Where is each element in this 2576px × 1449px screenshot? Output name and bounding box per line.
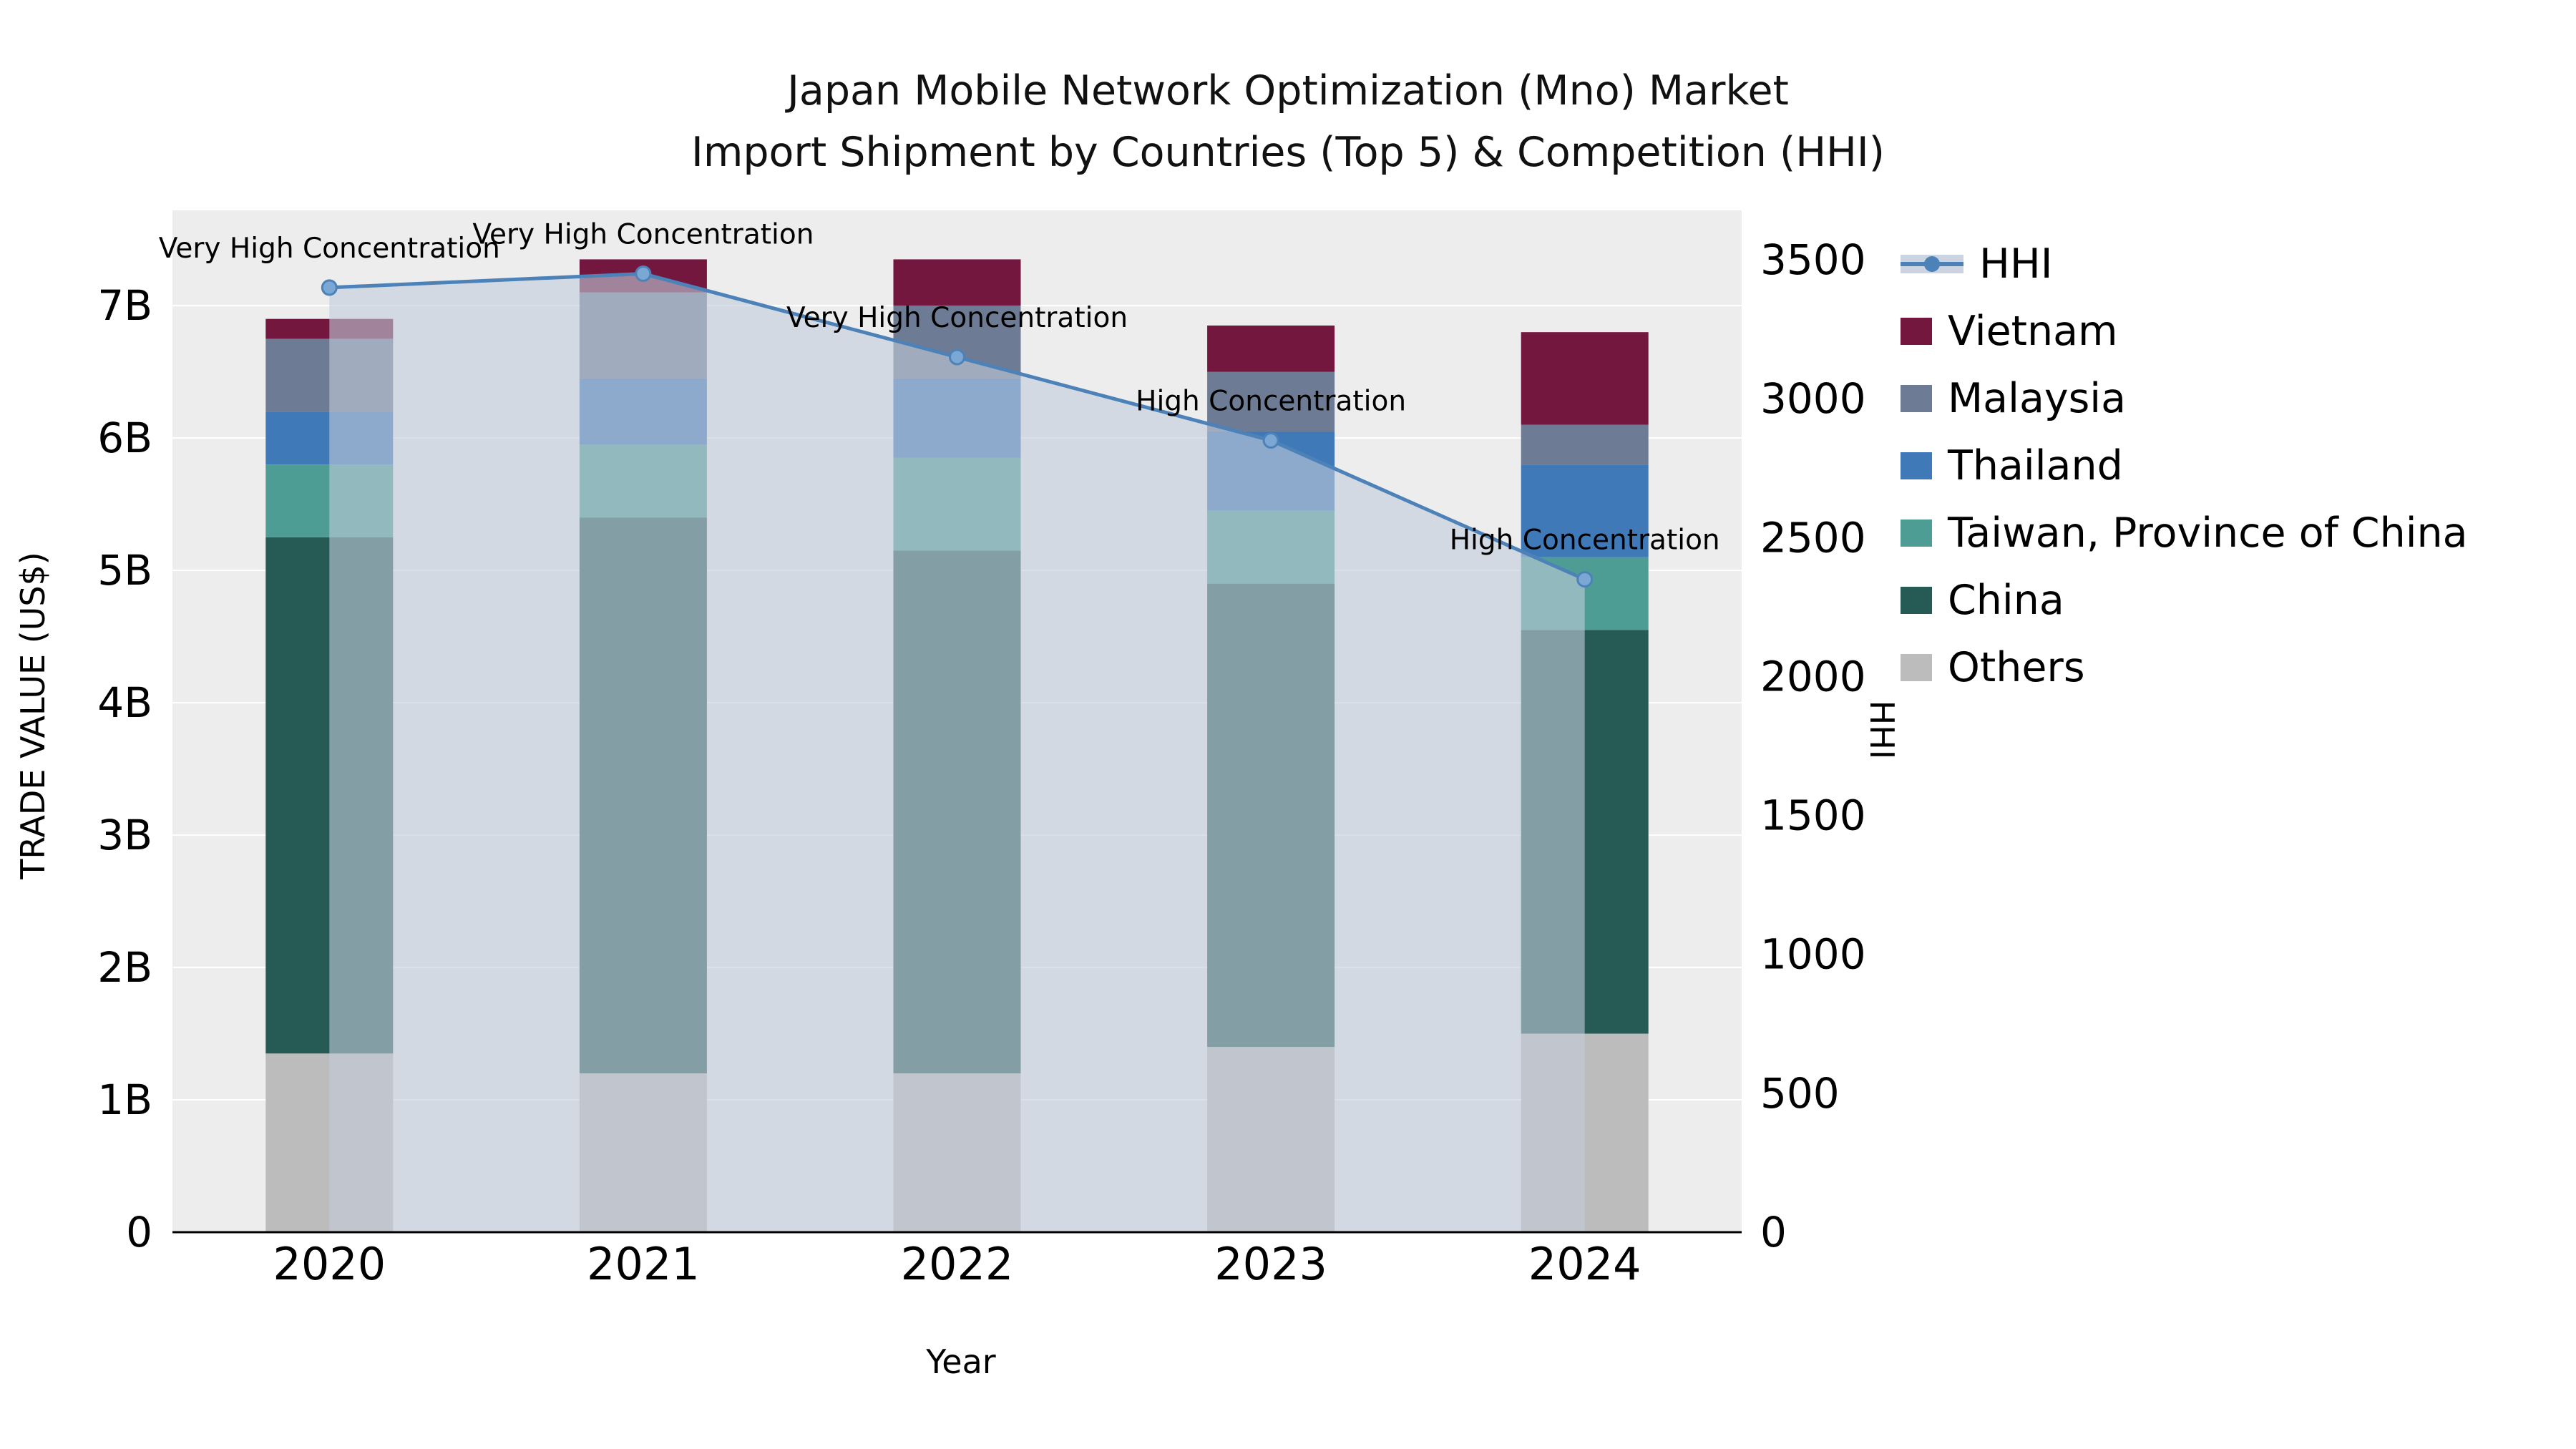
bar-segment-vietnam-2022[interactable]	[893, 259, 1021, 306]
right-tick-label-1000: 1000	[1760, 930, 1866, 979]
left-tick-label-1b: 1B	[97, 1075, 152, 1124]
hhi-marker-2021[interactable]	[635, 265, 652, 283]
legend-label: Thailand	[1948, 442, 2123, 489]
hhi-marker-2020[interactable]	[321, 279, 338, 296]
bar-segment-thailand-2024[interactable]	[1521, 464, 1649, 557]
legend-color-swatch	[1901, 587, 1932, 614]
hhi-annotation-2023: High Concentration	[1136, 385, 1406, 417]
left-axis-title: TRADE VALUE (US$)	[14, 552, 52, 879]
legend-item-hhi[interactable]: HHI	[1901, 230, 2468, 298]
hhi-marker-2024[interactable]	[1576, 571, 1594, 588]
left-tick-label-6b: 6B	[97, 414, 152, 462]
right-tick-label-500: 500	[1760, 1069, 1840, 1118]
right-tick-label-0: 0	[1760, 1208, 1787, 1257]
legend-color-swatch	[1901, 519, 1932, 547]
x-tick-label-2020: 2020	[273, 1238, 386, 1290]
x-tick-label-2022: 2022	[901, 1238, 1014, 1290]
chart-title-line1: Japan Mobile Network Optimization (Mno) …	[787, 67, 1789, 114]
bar-segment-vietnam-2024[interactable]	[1521, 332, 1649, 425]
bar-segment-malaysia-2023[interactable]	[1207, 371, 1335, 431]
bar-segment-malaysia-2024[interactable]	[1521, 424, 1649, 465]
hhi-annotation-2024: High Concentration	[1450, 525, 1720, 557]
x-tick-label-2024: 2024	[1528, 1238, 1641, 1290]
legend-item-thailand[interactable]: Thailand	[1901, 432, 2468, 499]
legend-color-swatch	[1901, 452, 1932, 479]
legend-color-swatch	[1901, 654, 1932, 681]
right-axis-title: HHI	[1863, 700, 1901, 760]
right-tick-label-2500: 2500	[1760, 513, 1866, 562]
legend-color-swatch	[1901, 385, 1932, 412]
left-tick-label-3b: 3B	[97, 811, 152, 859]
left-tick-label-5b: 5B	[97, 546, 152, 595]
legend-item-china[interactable]: China	[1901, 567, 2468, 634]
x-axis-title: Year	[926, 1342, 996, 1381]
left-tick-label-2b: 2B	[97, 943, 152, 992]
hhi-marker-2022[interactable]	[949, 348, 965, 366]
left-tick-label-4b: 4B	[97, 678, 152, 727]
right-tick-label-3000: 3000	[1760, 374, 1866, 423]
hhi-area-fill	[329, 273, 1585, 1233]
legend-item-vietnam[interactable]: Vietnam	[1901, 298, 2468, 365]
left-tick-label-0: 0	[126, 1208, 152, 1257]
legend-label: China	[1948, 577, 2064, 624]
right-tick-label-1500: 1500	[1760, 791, 1866, 840]
legend: HHI Vietnam Malaysia Thailand Taiwan, Provin…	[1901, 230, 2468, 701]
legend-label: Taiwan, Province of China	[1948, 509, 2468, 557]
hhi-annotation-2021: Very High Concentration	[472, 219, 814, 251]
right-tick-label-3500: 3500	[1760, 235, 1866, 284]
legend-item-taiwan-province-of-china[interactable]: Taiwan, Province of China	[1901, 499, 2468, 567]
legend-item-others[interactable]: Others	[1901, 634, 2468, 701]
legend-item-malaysia[interactable]: Malaysia	[1901, 365, 2468, 432]
legend-label: Vietnam	[1948, 308, 2118, 355]
legend-color-swatch	[1901, 318, 1932, 345]
legend-label: Others	[1948, 644, 2085, 691]
legend-label: Malaysia	[1948, 375, 2127, 422]
x-tick-label-2023: 2023	[1214, 1238, 1327, 1290]
legend-label: HHI	[1979, 240, 2053, 288]
chart-title-line2: Import Shipment by Countries (Top 5) & C…	[691, 129, 1885, 176]
bar-segment-vietnam-2023[interactable]	[1207, 325, 1335, 372]
left-tick-label-7b: 7B	[97, 281, 152, 330]
hhi-line-swatch-icon	[1901, 251, 1963, 277]
hhi-annotation-2022: Very High Concentration	[786, 302, 1128, 334]
hhi-annotation-2020: Very High Concentration	[159, 233, 500, 265]
hhi-marker-2023[interactable]	[1262, 431, 1279, 449]
right-tick-label-2000: 2000	[1760, 652, 1866, 701]
x-tick-label-2021: 2021	[587, 1238, 700, 1290]
chart-title: Japan Mobile Network Optimization (Mno) …	[0, 60, 2576, 183]
